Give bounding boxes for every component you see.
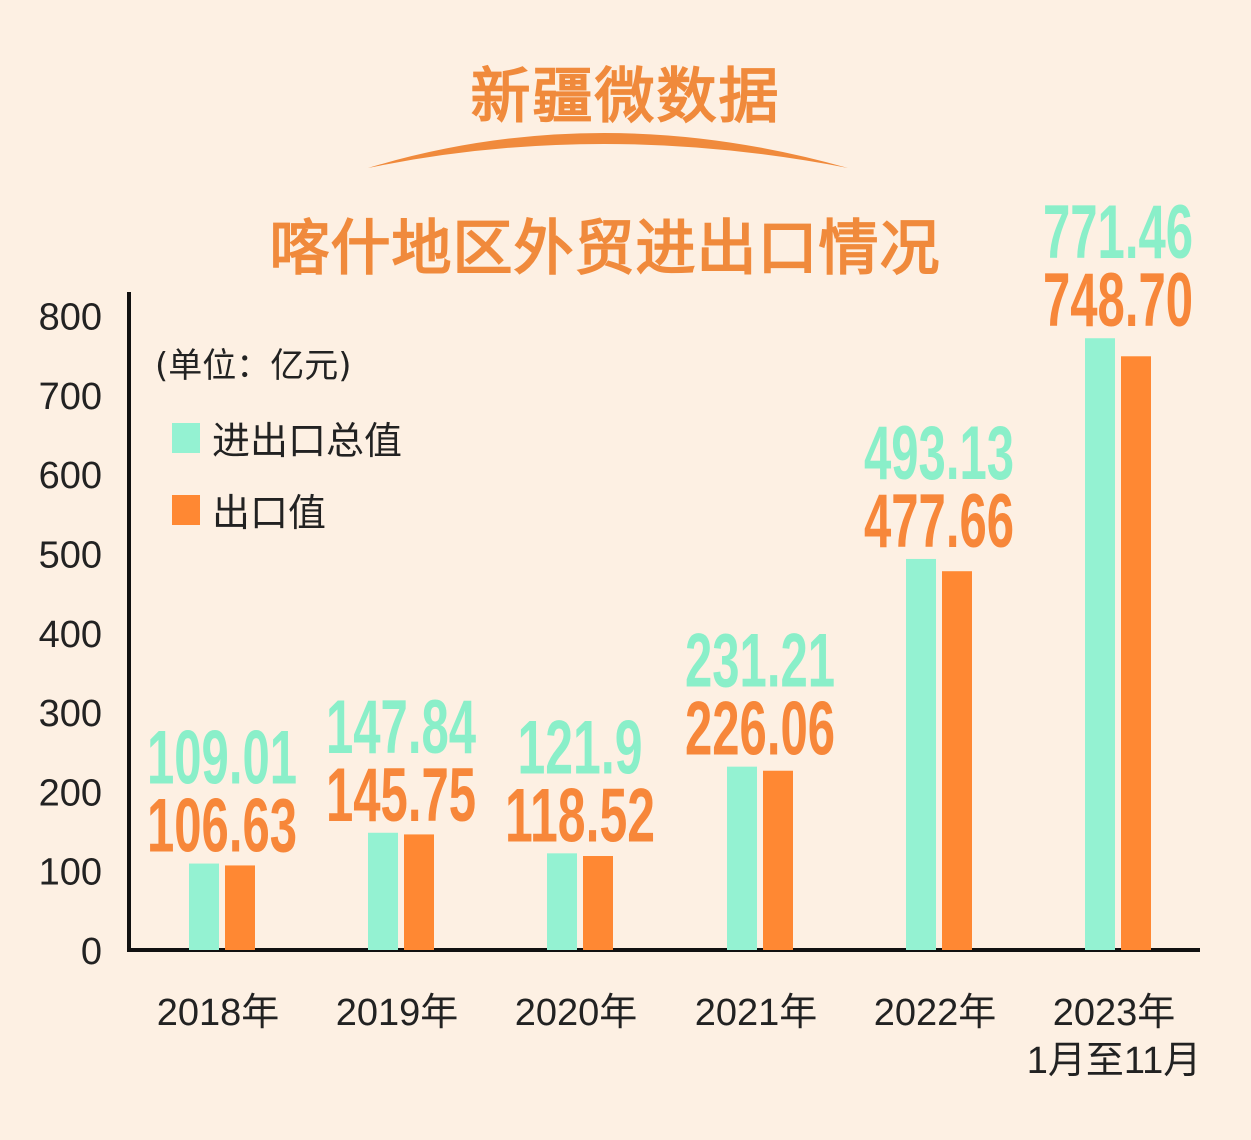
x-tick-label: 2019年 — [336, 992, 459, 1034]
data-label-total: 109.01 — [147, 716, 297, 801]
bar-export — [583, 856, 613, 950]
y-tick-label: 600 — [39, 455, 102, 497]
bar-total — [727, 766, 757, 950]
y-tick-label: 300 — [39, 693, 102, 735]
y-tick-label: 400 — [39, 614, 102, 656]
bar-total — [189, 863, 219, 950]
data-label-export: 118.52 — [505, 773, 655, 858]
data-label-export: 145.75 — [326, 753, 476, 838]
x-tick-label: 2020年 — [515, 992, 638, 1034]
x-tick-label: 2022年 — [874, 992, 997, 1034]
bar-export — [942, 571, 972, 950]
y-tick-label: 200 — [39, 772, 102, 814]
y-tick-label: 700 — [39, 376, 102, 418]
brand-title: 新疆微数据 — [470, 62, 781, 132]
data-label-total: 771.46 — [1043, 190, 1193, 275]
data-label-total: 121.9 — [518, 705, 643, 790]
legend-swatch-export — [172, 494, 200, 525]
bar-total — [906, 558, 936, 950]
bar-total — [547, 853, 577, 950]
bar-export — [1121, 356, 1151, 951]
title-arc-decoration — [368, 133, 848, 168]
legend-swatch-total — [172, 422, 200, 453]
y-tick-label: 800 — [39, 297, 102, 339]
y-tick-label: 500 — [39, 535, 102, 577]
y-tick-label: 100 — [39, 852, 102, 894]
x-tick-label: 1月至11月 — [1027, 1040, 1202, 1082]
data-label-export: 106.63 — [147, 784, 297, 869]
bar-export — [763, 770, 793, 950]
bar-export — [225, 865, 255, 950]
unit-label: (单位：亿元) — [155, 346, 352, 386]
bar-export — [404, 834, 434, 950]
x-tick-label: 2018年 — [157, 992, 280, 1034]
y-tick-label: 0 — [81, 931, 102, 973]
data-label-export: 748.70 — [1043, 258, 1193, 343]
legend-label-export: 出口值 — [212, 491, 327, 535]
bar-total — [368, 832, 398, 950]
legend-item-total: 进出口总值 — [172, 410, 402, 465]
legend-label-total: 进出口总值 — [212, 419, 403, 463]
data-label-total: 493.13 — [864, 411, 1014, 496]
data-label-export: 226.06 — [685, 687, 835, 772]
data-label-total: 147.84 — [326, 685, 476, 770]
x-tick-label: 2023年 — [1053, 992, 1176, 1034]
data-label-export: 477.66 — [864, 479, 1014, 564]
chart-title: 喀什地区外贸进出口情况 — [269, 214, 941, 284]
x-tick-label: 2021年 — [695, 992, 818, 1034]
bar-total — [1085, 338, 1115, 951]
legend-item-export: 出口值 — [172, 482, 326, 537]
data-label-total: 231.21 — [685, 619, 835, 704]
